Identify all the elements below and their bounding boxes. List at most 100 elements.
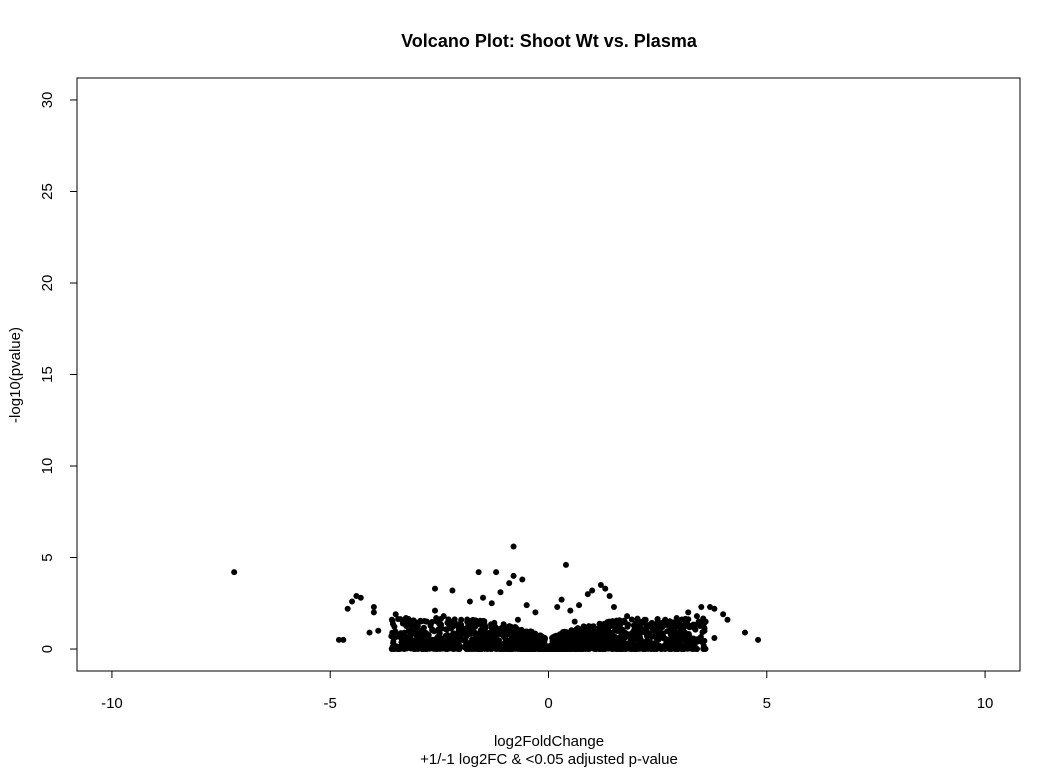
data-point — [415, 627, 422, 634]
data-point — [231, 569, 238, 576]
data-point — [423, 640, 430, 647]
data-point — [537, 632, 544, 639]
data-point — [654, 630, 661, 637]
plot-frame — [76, 77, 1021, 672]
data-point — [661, 635, 668, 642]
data-point — [695, 618, 702, 625]
data-point — [464, 618, 471, 625]
data-point — [436, 632, 443, 639]
x-axis-sublabel: +1/-1 log2FC & <0.05 adjusted p-value — [420, 751, 678, 768]
data-point — [563, 632, 570, 639]
data-point — [688, 645, 695, 652]
x-axis-label: log2FoldChange — [494, 733, 604, 750]
data-point — [406, 620, 413, 627]
data-point — [437, 625, 444, 632]
data-point — [519, 576, 526, 583]
data-point — [755, 636, 762, 643]
data-point — [390, 645, 397, 652]
data-point — [597, 620, 604, 627]
data-point — [488, 600, 495, 607]
data-point — [609, 629, 616, 636]
data-point — [686, 633, 693, 640]
data-point — [375, 627, 382, 634]
data-point — [610, 645, 617, 652]
data-point — [458, 621, 465, 628]
data-point — [516, 644, 523, 651]
data-point — [503, 637, 510, 644]
data-point — [370, 609, 377, 616]
data-point — [532, 609, 539, 616]
data-point — [571, 618, 578, 625]
data-point — [480, 634, 487, 641]
data-point — [474, 645, 481, 652]
data-point — [685, 609, 692, 616]
data-point — [597, 644, 604, 651]
data-point — [584, 591, 591, 598]
data-point — [428, 645, 435, 652]
data-point — [624, 613, 631, 620]
data-point — [724, 616, 731, 623]
data-point — [667, 631, 674, 638]
data-point — [452, 621, 459, 628]
data-point — [483, 644, 490, 651]
data-point — [602, 645, 609, 652]
data-point — [431, 628, 438, 635]
data-point — [626, 632, 633, 639]
data-point — [700, 642, 707, 649]
y-tick-label: 0 — [39, 645, 56, 653]
data-point — [592, 626, 599, 633]
y-tick-label: 30 — [39, 92, 56, 109]
data-point — [510, 543, 517, 550]
data-point — [449, 638, 456, 645]
data-point — [420, 630, 427, 637]
data-point — [649, 624, 656, 631]
x-tick-label: -5 — [324, 695, 337, 712]
y-tick-label: 5 — [39, 553, 56, 561]
data-point — [637, 636, 644, 643]
data-point — [679, 623, 686, 630]
data-point — [496, 630, 503, 637]
data-point — [597, 581, 604, 588]
data-point — [602, 585, 609, 592]
data-point — [444, 646, 451, 653]
data-point — [567, 607, 574, 614]
data-point — [615, 625, 622, 632]
data-point — [459, 630, 466, 637]
data-point — [649, 633, 656, 640]
x-tick-label: -10 — [101, 695, 123, 712]
data-point — [615, 638, 622, 645]
data-point — [517, 637, 524, 644]
data-point — [370, 603, 377, 610]
data-point — [642, 638, 649, 645]
data-point — [397, 616, 404, 623]
data-point — [698, 603, 705, 610]
data-point — [408, 628, 415, 635]
data-point — [527, 641, 534, 648]
y-tick-label: 20 — [39, 275, 56, 292]
data-point — [598, 637, 605, 644]
data-point — [543, 644, 550, 651]
data-point — [637, 641, 644, 648]
data-point — [437, 615, 444, 622]
data-point — [668, 646, 675, 653]
data-point — [610, 603, 617, 610]
data-point — [458, 616, 465, 623]
y-axis: 0 5 10 15 20 25 30 — [39, 92, 78, 653]
data-point — [473, 637, 480, 644]
data-point — [645, 645, 652, 652]
data-point — [589, 587, 596, 594]
data-point — [482, 624, 489, 631]
x-tick-label: 10 — [977, 695, 994, 712]
data-point — [467, 644, 474, 651]
data-point — [683, 638, 690, 645]
data-point — [741, 629, 748, 636]
data-point — [510, 572, 517, 579]
chart-title: Volcano Plot: Shoot Wt vs. Plasma — [401, 31, 698, 51]
data-point — [604, 636, 611, 643]
data-point — [449, 587, 456, 594]
data-point — [720, 611, 727, 618]
data-point — [524, 646, 531, 653]
x-axis: -10 -5 0 5 10 — [101, 670, 994, 712]
data-point — [388, 616, 395, 623]
y-axis-label: -log10(pvalue) — [7, 327, 24, 423]
